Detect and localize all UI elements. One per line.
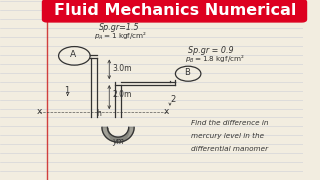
Text: Sp.gr=1.5: Sp.gr=1.5: [99, 23, 139, 32]
Text: $p_B=1.8$ kgf/cm²: $p_B=1.8$ kgf/cm²: [185, 54, 245, 65]
Text: 2: 2: [170, 95, 175, 104]
Text: x: x: [164, 107, 169, 116]
Text: x: x: [36, 107, 42, 116]
FancyBboxPatch shape: [43, 0, 307, 22]
Text: ym: ym: [112, 137, 124, 146]
Text: differential manomer: differential manomer: [191, 146, 268, 152]
Polygon shape: [102, 127, 134, 142]
Text: h: h: [97, 109, 101, 118]
Text: mercury level in the: mercury level in the: [191, 133, 264, 139]
Text: Sp.gr = 0.9: Sp.gr = 0.9: [188, 46, 234, 55]
Text: 3.0m: 3.0m: [113, 64, 132, 73]
Text: 1: 1: [64, 86, 69, 95]
Text: Find the difference in: Find the difference in: [191, 120, 269, 126]
Text: B: B: [184, 68, 189, 77]
Text: 2.0m: 2.0m: [113, 91, 132, 100]
Text: Fluid Mechanics Numerical: Fluid Mechanics Numerical: [54, 3, 297, 18]
Text: A: A: [70, 50, 76, 59]
Text: $p_A=1$ kgf/cm²: $p_A=1$ kgf/cm²: [94, 31, 148, 42]
